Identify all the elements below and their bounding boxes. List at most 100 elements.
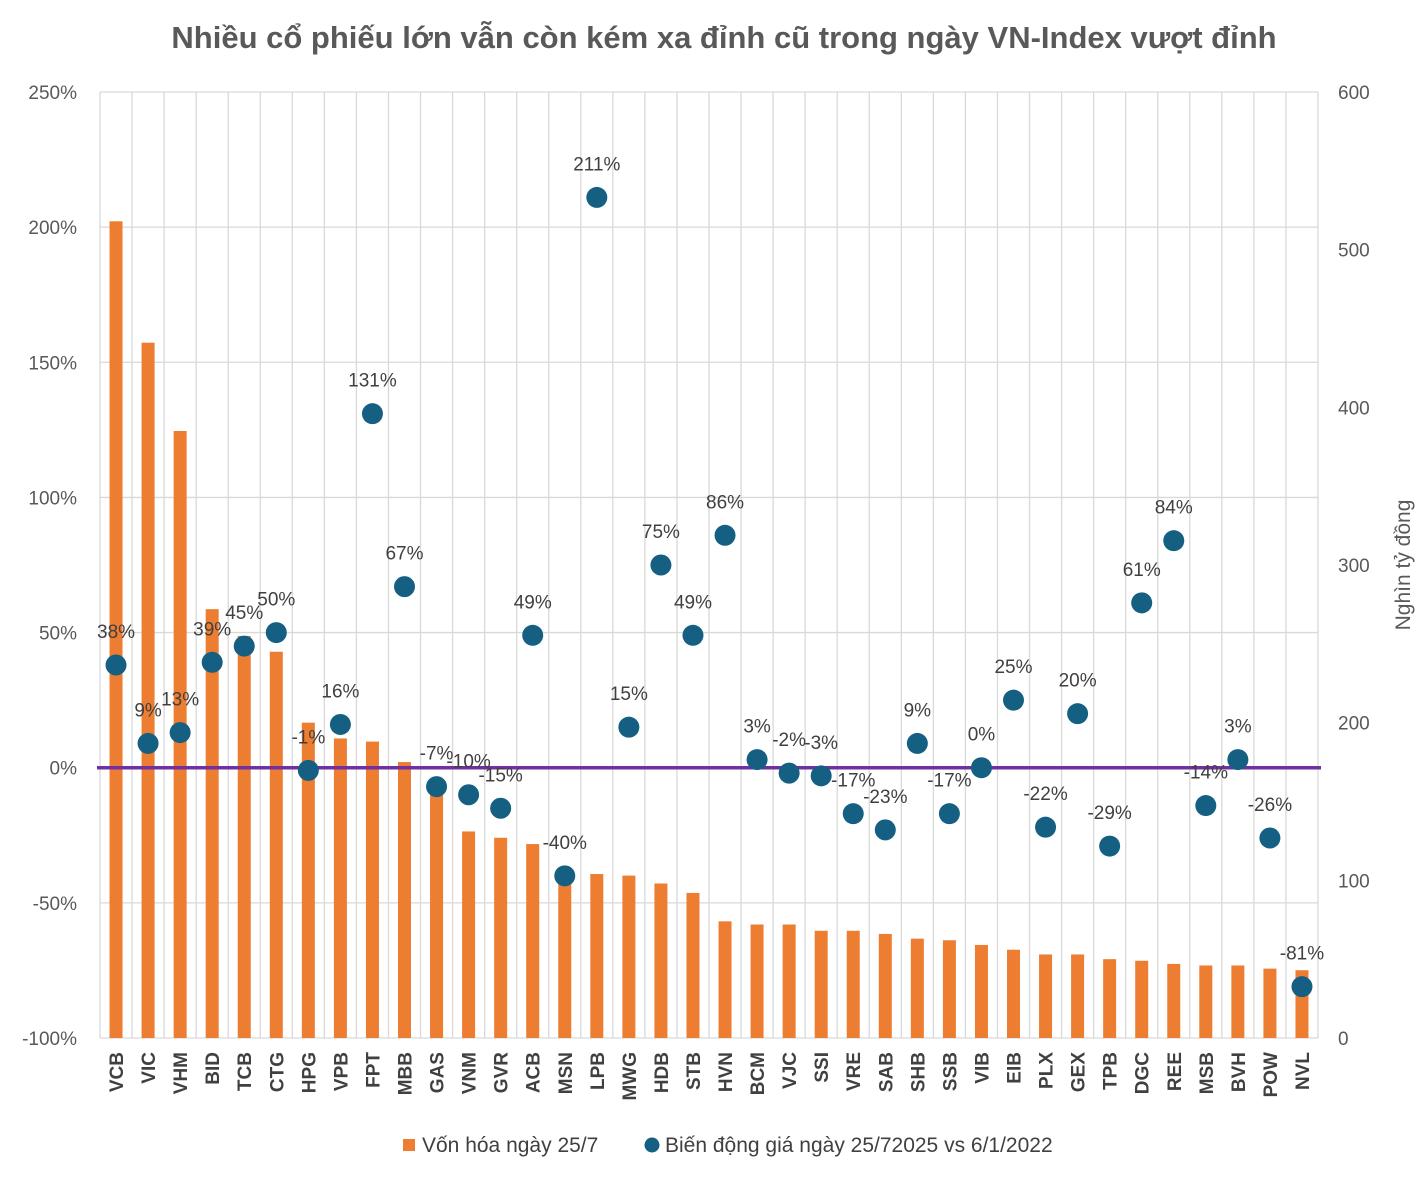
category-label-ssi: SSI (812, 1052, 833, 1083)
bar-vre (846, 930, 860, 1038)
point-mwg (618, 716, 640, 738)
category-label-vic: VIC (139, 1052, 160, 1084)
data-label-hvn: 86% (706, 492, 744, 513)
point-acb (522, 624, 544, 646)
category-label-ree: REE (1165, 1052, 1186, 1091)
category-label-tcb: TCB (235, 1052, 256, 1091)
bar-eib (1007, 949, 1020, 1038)
bar-dgc (1135, 960, 1149, 1038)
point-vic (137, 732, 159, 754)
left-tick-label: 150% (28, 353, 77, 374)
left-tick-label: 200% (28, 218, 77, 239)
data-label-vcb: 38% (97, 622, 135, 643)
category-label-nvl: NVL (1293, 1052, 1314, 1090)
point-gex (1067, 703, 1089, 725)
data-label-fpt: 131% (348, 371, 397, 392)
bar-gex (1071, 954, 1085, 1038)
data-label-shb: 9% (904, 700, 932, 721)
point-hvn (714, 524, 736, 546)
point-vjc (778, 762, 800, 784)
category-label-mwg: MWG (620, 1052, 641, 1101)
point-tcb (233, 635, 255, 657)
bar-plx (1039, 954, 1053, 1038)
data-label-plx: -22% (1023, 784, 1067, 805)
point-ree (1163, 530, 1185, 552)
point-nvl (1291, 976, 1313, 998)
point-plx (1035, 816, 1057, 838)
left-tick-label: -100% (22, 1029, 77, 1050)
category-label-vpb: VPB (331, 1052, 352, 1091)
data-label-acb: 49% (514, 592, 552, 613)
scatter-series (105, 186, 1313, 998)
left-tick-label: 250% (28, 83, 77, 104)
point-bid (201, 651, 223, 673)
bar-hvn (718, 921, 732, 1038)
point-vnm (458, 784, 480, 806)
bar-tcb (237, 635, 251, 1038)
category-label-gex: GEX (1069, 1052, 1090, 1092)
point-hpg (297, 759, 319, 781)
point-sab (874, 819, 896, 841)
point-msb (1195, 795, 1217, 817)
point-vib (970, 757, 992, 779)
category-label-hvn: HVN (716, 1052, 737, 1092)
category-label-msn: MSN (556, 1052, 577, 1094)
category-label-pow: POW (1261, 1052, 1282, 1097)
category-label-sab: SAB (876, 1052, 897, 1092)
category-label-hdb: HDB (652, 1052, 673, 1093)
data-label-nvl: -81% (1280, 944, 1324, 965)
data-label-ssi: -3% (804, 733, 838, 754)
legend-bar-swatch (403, 1139, 415, 1151)
category-label-vjc: VJC (780, 1052, 801, 1089)
data-label-mwg: 15% (610, 684, 648, 705)
data-label-ree: 84% (1155, 498, 1193, 519)
bar-tpb (1103, 959, 1117, 1038)
left-tick-label: -50% (33, 894, 77, 915)
category-label-vib: VIB (972, 1052, 993, 1084)
bar-ctg (269, 651, 283, 1038)
data-label-mbb: 67% (385, 544, 423, 565)
point-pow (1259, 827, 1281, 849)
point-ctg (265, 622, 287, 644)
point-ssi (810, 765, 832, 787)
point-vhm (169, 722, 191, 744)
point-lpb (586, 186, 608, 208)
bar-hdb (654, 883, 668, 1038)
category-label-gvr: GVR (492, 1052, 513, 1093)
data-label-vhm: 13% (161, 690, 199, 711)
legend-bar-label: Vốn hóa ngày 25/7 (422, 1134, 598, 1157)
point-mbb (394, 576, 415, 598)
data-label-vnm: -10% (446, 752, 490, 773)
category-label-vnm: VNM (460, 1052, 481, 1094)
legend-scatter-label: Biến động giá ngày 25/72025 vs 6/1/2022 (665, 1134, 1053, 1157)
point-tpb (1099, 835, 1121, 857)
point-hdb (650, 554, 672, 576)
x-axis-categories: VCB VIC VHM BID TCB CTG HPG VPB FPT MBB GAS VNM GVR A… (107, 1052, 1314, 1101)
point-bcm (746, 749, 768, 771)
category-label-vhm: VHM (171, 1052, 192, 1094)
bar-ssb (942, 940, 956, 1038)
point-msn (554, 865, 576, 887)
point-eib (1003, 689, 1024, 711)
category-label-bid: BID (203, 1052, 224, 1085)
category-label-vre: VRE (844, 1052, 865, 1091)
point-gvr (490, 797, 512, 819)
category-label-acb: ACB (524, 1052, 545, 1093)
bar-stb (686, 892, 700, 1038)
bar-mbb (398, 762, 411, 1038)
data-label-vre: -17% (831, 771, 875, 792)
category-label-gas: GAS (428, 1052, 449, 1093)
data-label-tpb: -29% (1087, 803, 1131, 824)
bar-vcb (109, 221, 123, 1038)
point-stb (682, 624, 704, 646)
data-label-ssb: -17% (927, 771, 971, 792)
legend-scatter-swatch (644, 1137, 660, 1153)
bar-vib (974, 944, 988, 1038)
data-label-vjc: -2% (772, 730, 806, 751)
point-dgc (1131, 592, 1153, 614)
right-axis-ticks: 0 100 200 300 400 500 600 (1338, 83, 1370, 1050)
category-label-shb: SHB (908, 1052, 929, 1092)
data-label-vpb: 16% (321, 681, 359, 702)
data-labels: 38%9%13%39%45%50%-1%16%131%67%-7%-10%-15… (97, 154, 1324, 964)
